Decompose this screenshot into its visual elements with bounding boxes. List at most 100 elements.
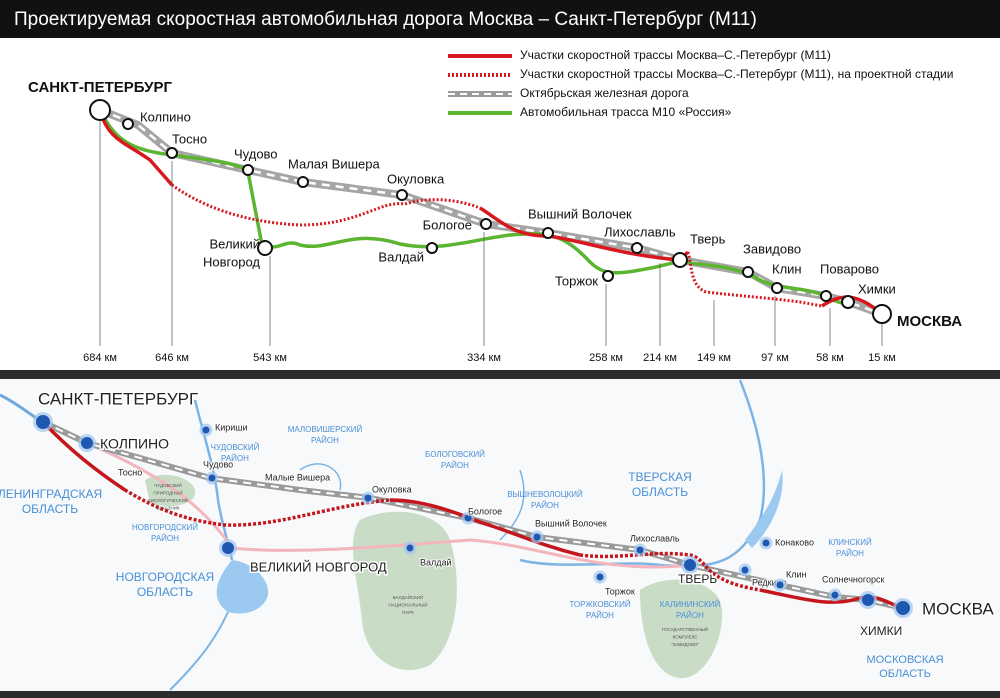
map-city-label: Вышний Волочек	[535, 518, 607, 528]
legend-label: Октябрьская железная дорога	[520, 86, 689, 100]
city-label: Вышний Волочек	[528, 206, 632, 221]
region-label: БИОЛОГИЧЕСКИЙ	[148, 496, 188, 503]
city-marker	[242, 164, 254, 176]
city-label: Поварово	[820, 261, 879, 276]
city-label: Малая Вишера	[288, 156, 380, 171]
distance-label: 149 км	[697, 352, 731, 364]
river	[169, 611, 229, 691]
map-routes	[41, 419, 904, 611]
map-city-dot	[862, 594, 874, 606]
region-label: ЛЕНИНГРАДСКАЯ	[0, 487, 102, 501]
city-label: Клин	[772, 261, 802, 276]
city-marker	[672, 252, 688, 268]
region-label: ТОРЖКОВСКИЙ	[569, 600, 630, 609]
city-label: Бологое	[423, 217, 472, 232]
map-city-dot	[208, 474, 216, 482]
distance-label: 58 км	[816, 352, 844, 364]
region-label: ТВЕРСКАЯ	[628, 470, 692, 484]
map-city-dot	[533, 533, 541, 541]
region-label: "ЗАВИДОВО"	[671, 642, 699, 647]
map-city-dot	[202, 426, 210, 434]
city-label: Колпино	[140, 109, 191, 124]
river	[499, 469, 525, 541]
city-marker	[631, 242, 643, 254]
map-city-label: Конаково	[775, 537, 814, 547]
region-label: БОЛОГОВСКИЙ	[425, 450, 485, 459]
bottom-bar	[0, 691, 1000, 698]
city-label: Великий	[209, 236, 260, 251]
region-label: ЧУДОВСКИЙ	[211, 443, 260, 452]
map-city-dot	[464, 514, 472, 522]
map-city-label: МОСКВА	[922, 599, 994, 618]
city-marker	[480, 218, 492, 230]
map-city-label: ВЕЛИКИЙ НОВГОРОД	[250, 559, 387, 574]
region-label: ГОСУДАРСТВЕННЫЙ	[662, 625, 708, 632]
city-label: Чудово	[234, 146, 278, 161]
region-label: ОБЛАСТЬ	[879, 668, 931, 680]
map-city-label: Окуловка	[372, 484, 412, 494]
map-rail-dash	[42, 421, 904, 609]
city-marker	[166, 147, 178, 159]
map-city-dot	[831, 591, 839, 599]
region-label: ВЫШНЕВОЛОЦКИЙ	[507, 490, 583, 499]
map-m11-planned	[579, 551, 761, 592]
legend-swatches	[448, 54, 512, 115]
map-city-dot	[596, 573, 604, 581]
map-m11-built	[759, 588, 904, 610]
map-city-dot	[741, 566, 749, 574]
region-label: ОБЛАСТЬ	[632, 485, 688, 499]
city-marker	[771, 282, 783, 294]
distance-label: 646 км	[155, 352, 189, 364]
map-city-label: Лихославль	[630, 533, 680, 543]
map-city-dot	[406, 544, 414, 552]
legend-label: Участки скоростной трассы Москва–С.-Пете…	[520, 48, 831, 62]
city-label: МОСКВА	[897, 313, 962, 330]
schematic-routes	[98, 106, 884, 318]
region-label: РАЙОН	[311, 436, 339, 445]
map-city-label: Малые Вишера	[265, 472, 330, 482]
region-label: КЛИНСКИЙ	[828, 538, 872, 547]
region-label: РАЙОН	[441, 461, 469, 470]
map-city-label: Чудово	[203, 459, 233, 469]
map-city-dot	[81, 437, 93, 449]
distance-label: 684 км	[83, 352, 117, 364]
region-label: ПАРК	[402, 610, 414, 615]
region-label: ОБЛАСТЬ	[137, 585, 193, 599]
region-label: ОБЛАСТЬ	[22, 502, 78, 516]
city-label: Химки	[858, 281, 896, 296]
region-label: ВАЛДАЙСКИЙ	[393, 593, 424, 600]
city-label: Тверь	[690, 231, 726, 246]
distance-label: 543 км	[253, 352, 287, 364]
map-city-dot	[776, 581, 784, 589]
map-city-dot	[684, 559, 696, 571]
m11-planned	[171, 183, 481, 227]
region-label: МАЛОВИШЕРСКИЙ	[288, 425, 363, 434]
city-marker	[742, 266, 754, 278]
lake	[216, 560, 269, 614]
map-city-dot	[36, 415, 50, 429]
region-label: НАЦИОНАЛЬНЫЙ	[388, 601, 427, 608]
city-label: Новгород	[203, 254, 260, 269]
region-label: РАЙОН	[531, 501, 559, 510]
map-city-dot	[364, 494, 372, 502]
map-m11-planned	[124, 488, 391, 527]
map-city-label: Торжок	[605, 586, 635, 596]
city-marker	[542, 227, 554, 239]
city-marker	[89, 99, 111, 121]
city-label: Тосно	[172, 131, 207, 146]
city-label: САНКТ-ПЕТЕРБУРГ	[28, 79, 173, 96]
m10-road	[86, 441, 691, 569]
map-m11-built	[389, 498, 581, 557]
reserve	[145, 474, 196, 507]
labels: Участки скоростной трассы Москва–С.-Пете…	[0, 48, 996, 680]
legend-label: Участки скоростной трассы Москва–С.-Пете…	[520, 67, 953, 81]
region-label: РАЙОН	[586, 611, 614, 620]
region-label: РАЙОН	[221, 454, 249, 463]
map-city-label: ТВЕРЬ	[678, 572, 717, 586]
city-marker	[297, 176, 309, 188]
legend-label: Автомобильная трасса М10 «Россия»	[520, 105, 732, 119]
city-marker	[820, 290, 832, 302]
map-city-dot	[896, 601, 910, 615]
